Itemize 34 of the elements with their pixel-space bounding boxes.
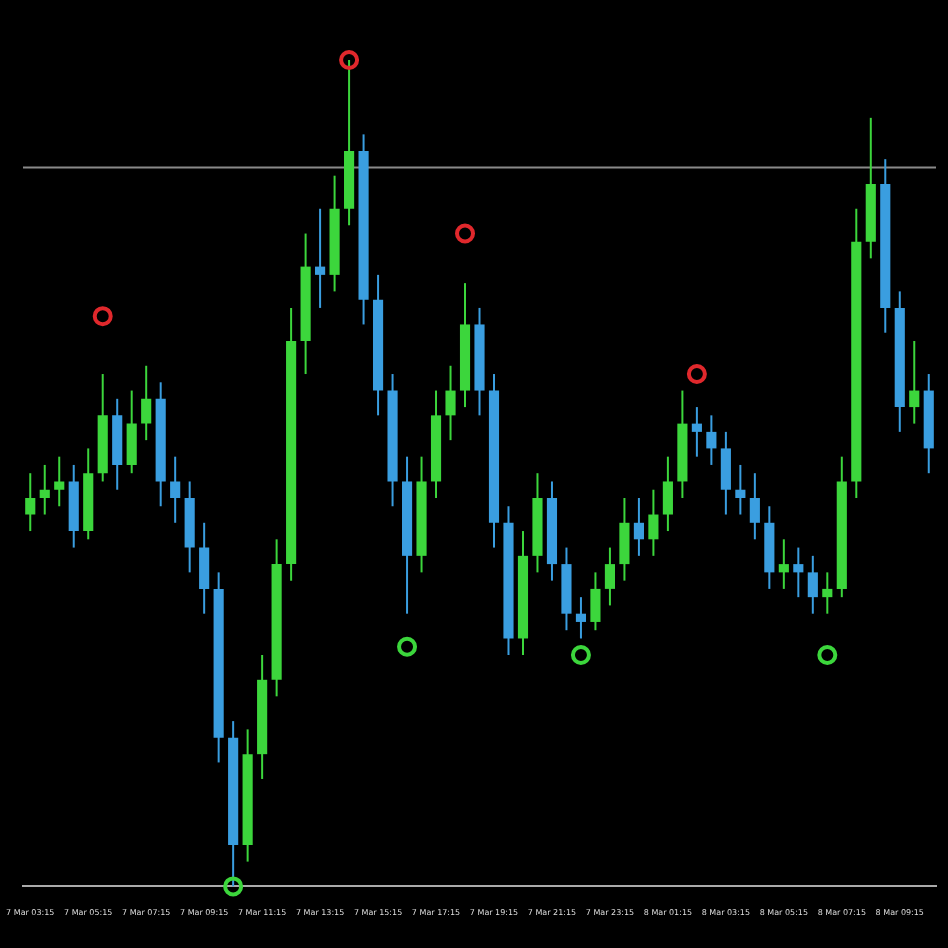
candlestick [662, 455, 673, 533]
candlestick [648, 488, 659, 557]
point [570, 645, 591, 666]
point [92, 306, 113, 327]
point [223, 876, 244, 897]
candlestick [575, 596, 587, 640]
candlestick [619, 496, 630, 582]
candlestick [590, 571, 601, 632]
candlestick [126, 389, 137, 475]
candlestick [691, 406, 702, 458]
candlestick [793, 546, 804, 599]
candlestick [909, 339, 920, 425]
candlestick [170, 455, 181, 524]
point [817, 645, 838, 666]
candlestick [199, 521, 210, 615]
candlestick [25, 472, 36, 533]
candlestick [735, 463, 746, 516]
candlestick [807, 554, 818, 615]
candlestick [39, 463, 50, 516]
point [397, 636, 418, 657]
candlestick [633, 496, 644, 557]
point [455, 223, 476, 244]
candlestick [141, 364, 152, 442]
candlestick [749, 472, 760, 541]
candlestick [778, 538, 789, 590]
point [339, 50, 360, 70]
candlestick [445, 364, 456, 442]
candlestick [315, 207, 326, 309]
candlestick [822, 571, 833, 615]
candlestick [54, 455, 65, 508]
point [686, 364, 707, 385]
candlestick [604, 546, 616, 607]
candlestick [720, 430, 731, 516]
candlestick [706, 414, 717, 466]
